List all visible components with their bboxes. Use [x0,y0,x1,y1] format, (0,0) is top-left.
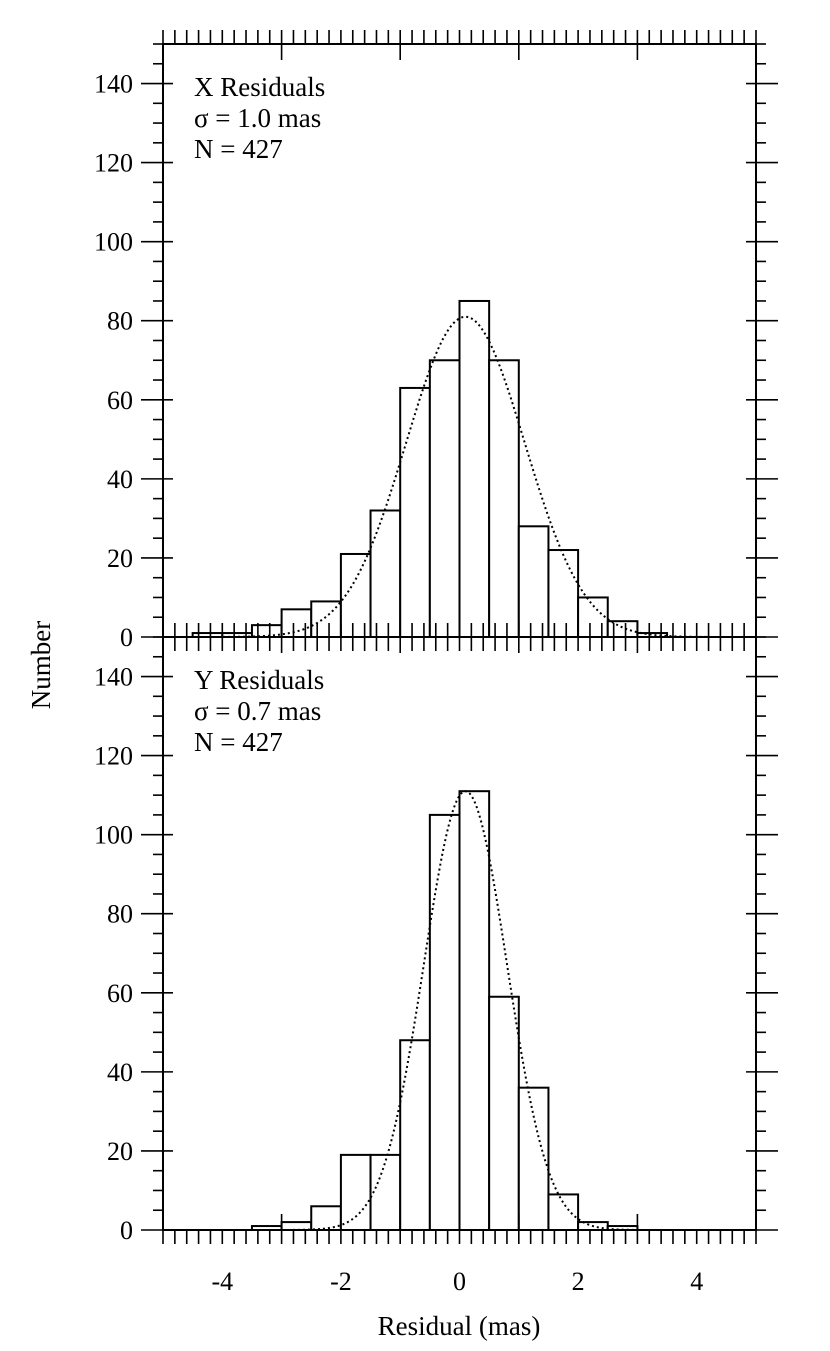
y-tick-label-bottom-0: 0 [120,1216,133,1245]
bar-top-8 [399,386,431,638]
bar-top-9 [428,359,461,638]
bar-bottom-9 [428,813,461,1232]
bar-bottom-12 [517,1086,550,1232]
bar-top-4 [280,608,313,638]
bar-top-12 [517,525,550,638]
annotation-bottom-2: N = 427 [194,727,283,757]
x-tick-label--2: -2 [330,1267,352,1296]
y-tick-label-bottom-60: 60 [107,979,133,1008]
annotation-top-2: N = 427 [194,134,283,164]
x-tick-label--4: -4 [211,1267,233,1296]
y-tick-label-top-100: 100 [94,228,133,257]
annotation-bottom-1: σ = 0.7 mas [194,696,321,726]
y-tick-label-top-60: 60 [107,386,133,415]
y-tick-label-bottom-100: 100 [94,821,133,850]
y-tick-label-top-120: 120 [94,149,133,178]
y-axis-label: Number [26,621,56,709]
y-tick-label-top-0: 0 [120,623,133,652]
y-tick-label-bottom-40: 40 [107,1058,133,1087]
annotation-top-0: X Residuals [194,72,325,102]
bar-top-3 [250,624,283,639]
y-tick-label-top-40: 40 [107,465,133,494]
y-tick-label-bottom-80: 80 [107,900,133,929]
bar-bottom-10 [458,790,491,1231]
bar-top-11 [488,359,520,638]
bar-bottom-5 [310,1205,342,1232]
bar-bottom-11 [488,995,520,1232]
bar-bottom-4 [280,1221,313,1232]
bar-top-7 [369,509,402,639]
x-tick-label-4: 4 [690,1267,703,1296]
y-tick-label-top-80: 80 [107,307,133,336]
y-tick-label-bottom-120: 120 [94,742,133,771]
bar-top-10 [458,299,491,638]
x-axis-label: Residual (mas) [378,1311,541,1341]
annotation-bottom-0: Y Residuals [194,665,324,695]
x-tick-label-0: 0 [453,1267,466,1296]
bar-bottom-8 [399,1039,431,1231]
bar-top-13 [547,549,580,639]
y-tick-label-bottom-140: 140 [94,663,133,692]
bar-top-14 [577,596,609,639]
bar-bottom-6 [339,1153,372,1232]
annotation-top-1: σ = 1.0 mas [194,103,321,133]
bar-bottom-7 [369,1153,402,1232]
x-tick-label-2: 2 [572,1267,585,1296]
y-tick-label-top-140: 140 [94,70,133,99]
y-tick-label-top-20: 20 [107,544,133,573]
y-tick-label-bottom-20: 20 [107,1137,133,1166]
bar-top-15 [606,620,639,638]
bar-bottom-13 [547,1193,580,1232]
